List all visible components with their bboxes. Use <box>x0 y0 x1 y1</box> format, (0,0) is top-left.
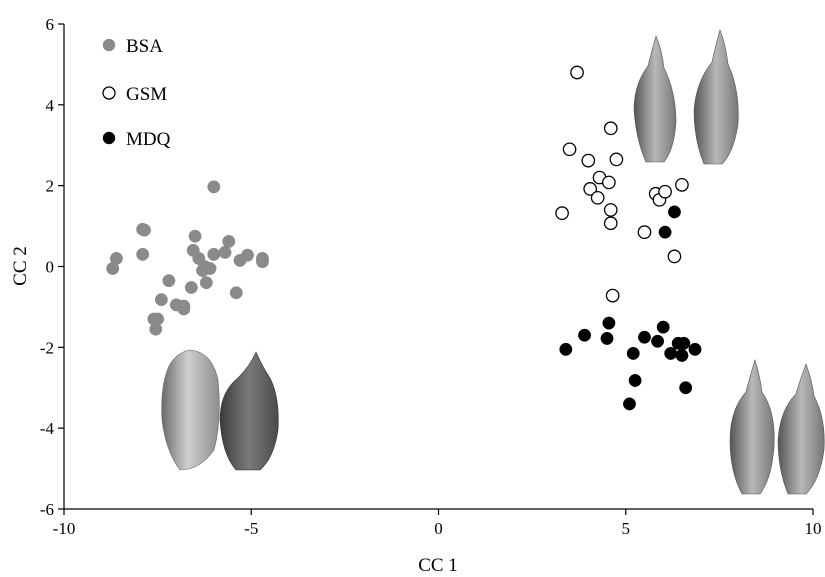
x-tick-label: 10 <box>805 519 822 538</box>
data-point-bsa <box>149 322 163 336</box>
y-tick-label: 2 <box>46 177 55 196</box>
data-point-gsm <box>562 142 577 157</box>
data-points <box>106 65 702 411</box>
legend-label-mdq: MDQ <box>126 129 171 150</box>
data-point-gsm <box>603 121 618 136</box>
data-point-gsm <box>583 182 598 196</box>
x-ticks: -10 -5 0 5 10 <box>53 509 822 538</box>
data-point-bsa <box>188 229 202 243</box>
data-point-mdq <box>679 381 693 395</box>
data-point-gsm <box>602 175 616 190</box>
data-point-bsa <box>241 248 254 262</box>
data-point-bsa <box>199 276 213 290</box>
data-point-gsm <box>675 178 689 192</box>
y-tick-label: 6 <box>46 15 55 34</box>
data-point-mdq <box>600 331 614 345</box>
data-point-gsm <box>590 190 605 205</box>
data-point-gsm <box>603 216 618 231</box>
data-point-bsa <box>177 302 191 316</box>
y-tick-label: -2 <box>40 338 54 357</box>
data-point-bsa <box>222 234 236 248</box>
data-point-mdq <box>667 205 681 219</box>
data-point-mdq <box>664 346 678 360</box>
shell-photos-bsa <box>161 349 279 471</box>
data-point-gsm <box>581 153 596 168</box>
data-point-mdq <box>578 328 592 342</box>
x-tick-label: -10 <box>53 519 76 538</box>
data-point-mdq <box>677 336 691 350</box>
shell-photos-mdq <box>729 358 825 495</box>
data-point-bsa <box>218 245 232 259</box>
legend-marker-gsm <box>102 86 116 100</box>
data-point-bsa <box>203 262 217 275</box>
legend-marker-mdq <box>102 131 116 145</box>
y-tick-label: -6 <box>40 500 54 519</box>
data-point-gsm <box>609 152 624 167</box>
legend: BSA GSM MDQ <box>102 36 171 150</box>
data-point-bsa <box>184 281 198 294</box>
x-tick-label: -5 <box>244 519 258 538</box>
data-point-bsa <box>207 180 221 194</box>
data-point-gsm <box>570 65 584 80</box>
data-point-bsa <box>138 223 151 237</box>
data-point-mdq <box>658 225 672 239</box>
data-point-mdq <box>559 342 573 356</box>
shell-photos-gsm <box>633 29 739 165</box>
data-point-bsa <box>109 251 123 265</box>
legend-label-bsa: BSA <box>126 36 163 57</box>
data-point-mdq <box>626 346 640 360</box>
legend-label-gsm: GSM <box>126 84 167 105</box>
x-tick-label: 5 <box>622 519 631 538</box>
data-point-mdq <box>628 374 642 387</box>
data-point-mdq <box>623 397 636 411</box>
data-point-mdq <box>638 330 651 344</box>
data-point-mdq <box>656 320 670 334</box>
legend-marker-bsa <box>102 38 116 52</box>
data-point-mdq <box>651 334 665 348</box>
x-axis-label: CC 1 <box>418 555 458 576</box>
data-point-bsa <box>162 274 176 288</box>
y-ticks: -6 -4 -2 0 2 4 6 <box>40 15 64 519</box>
x-tick-label: 0 <box>434 519 443 538</box>
data-point-bsa <box>154 293 168 307</box>
data-point-mdq <box>688 342 702 356</box>
data-point-gsm <box>637 225 652 239</box>
data-point-bsa <box>207 247 221 261</box>
y-tick-label: 0 <box>46 258 55 277</box>
y-axis-label: CC 2 <box>10 246 31 286</box>
y-tick-label: 4 <box>46 96 55 115</box>
y-tick-label: -4 <box>40 419 55 438</box>
data-point-gsm <box>605 288 620 303</box>
data-point-bsa <box>256 255 269 269</box>
data-point-gsm <box>667 249 682 264</box>
data-point-gsm <box>603 203 618 217</box>
data-point-gsm <box>555 206 569 220</box>
data-point-gsm <box>658 184 672 199</box>
data-point-mdq <box>675 348 689 362</box>
data-point-bsa <box>136 247 150 261</box>
data-point-mdq <box>602 316 616 330</box>
data-point-bsa <box>229 286 243 300</box>
